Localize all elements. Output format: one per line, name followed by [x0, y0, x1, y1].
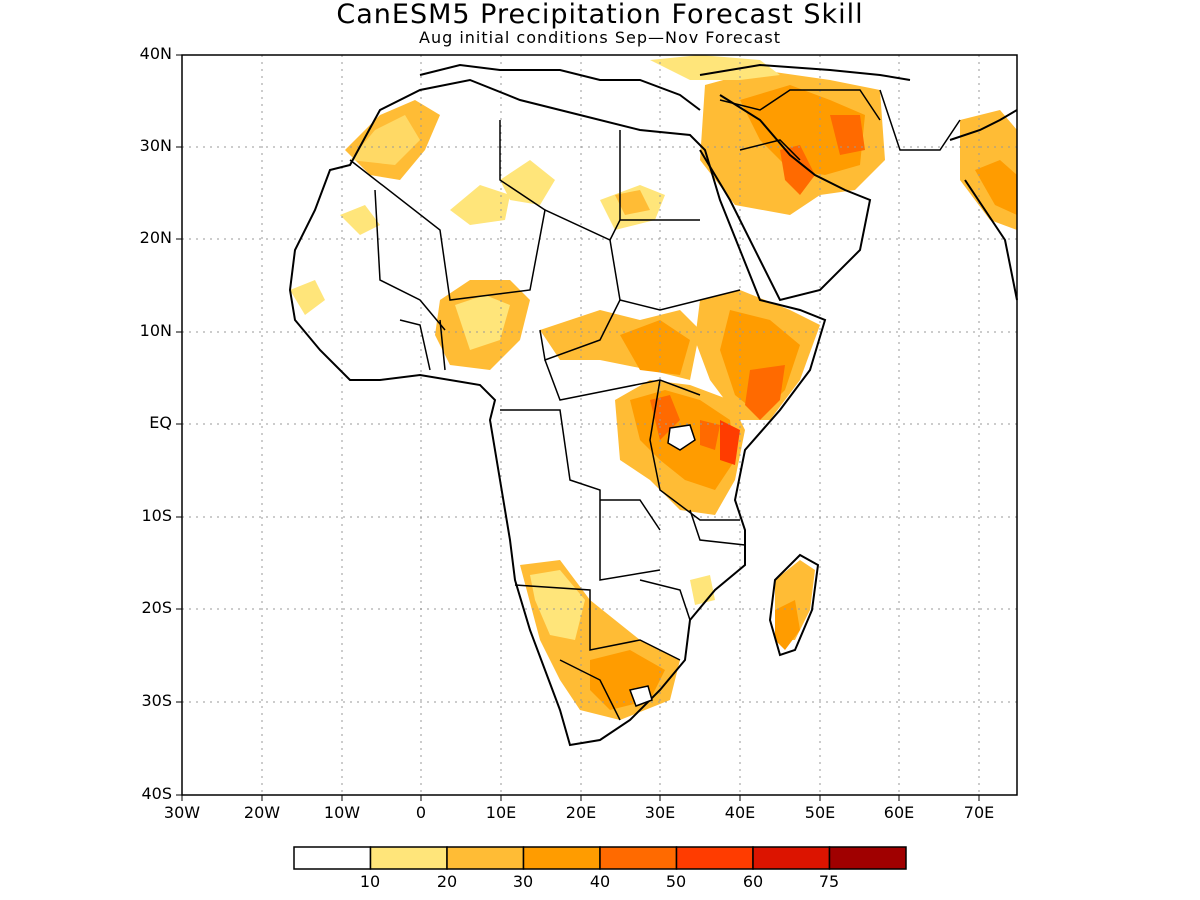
- lake-victoria: [667, 424, 696, 451]
- y-label-10n: 10N: [139, 321, 172, 340]
- colorbar-label-40: 40: [589, 872, 611, 891]
- x-label-30w: 30W: [163, 803, 201, 822]
- africa-coastline: [288, 78, 827, 747]
- colorbar-box-5: [675, 846, 754, 870]
- x-label-60e: 60E: [883, 803, 915, 822]
- colorbar-box-6: [752, 846, 831, 870]
- europe-coastline: [419, 63, 911, 111]
- country-borders: [349, 89, 961, 721]
- skill-region-sahara: [450, 185, 510, 225]
- colorbar-box-3: [522, 846, 601, 870]
- x-label-50e: 50E: [804, 803, 836, 822]
- grid: [182, 55, 1017, 795]
- colorbar: [293, 846, 907, 870]
- y-label-eq: EQ: [149, 413, 172, 432]
- y-label-30s: 30S: [141, 691, 172, 710]
- colorbar-label-10: 10: [359, 872, 381, 891]
- colorbar-label-75: 75: [818, 872, 840, 891]
- x-label-40e: 40E: [724, 803, 756, 822]
- colorbar-box-2: [446, 846, 525, 870]
- lesotho-border: [628, 685, 653, 707]
- india-coastline: [949, 109, 1018, 301]
- lakes: [628, 424, 696, 707]
- y-label-30n: 30N: [139, 136, 172, 155]
- y-label-20n: 20N: [139, 228, 172, 247]
- x-label-10e: 10E: [485, 803, 517, 822]
- x-label-0: 0: [415, 803, 427, 822]
- map-frame: [181, 54, 1018, 796]
- colorbar-label-60: 60: [742, 872, 764, 891]
- x-label-10w: 10W: [323, 803, 361, 822]
- y-label-20s: 20S: [141, 598, 172, 617]
- arabia-coastline: [699, 94, 872, 302]
- map-title: CanESM5 Precipitation Forecast Skill: [336, 0, 864, 30]
- colorbar-box-7: [828, 846, 907, 870]
- colorbar-box-4: [599, 846, 678, 870]
- axis-ticks: [176, 54, 980, 801]
- y-label-10s: 10S: [141, 506, 172, 525]
- coastlines: [288, 63, 1018, 747]
- colorbar-box-0: [293, 846, 372, 870]
- colorbar-box-1: [369, 846, 448, 870]
- colorbar-label-50: 50: [665, 872, 687, 891]
- skill-shading: [290, 55, 1017, 720]
- x-label-20e: 20E: [565, 803, 597, 822]
- y-label-40s: 40S: [141, 784, 172, 803]
- x-label-70e: 70E: [963, 803, 995, 822]
- madagascar-coastline: [768, 553, 820, 657]
- x-label-30e: 30E: [644, 803, 676, 822]
- y-label-40n: 40N: [139, 44, 172, 63]
- colorbar-label-30: 30: [512, 872, 534, 891]
- x-label-20w: 20W: [243, 803, 281, 822]
- map-subtitle: Aug initial conditions Sep—Nov Forecast: [419, 28, 781, 47]
- colorbar-label-20: 20: [436, 872, 458, 891]
